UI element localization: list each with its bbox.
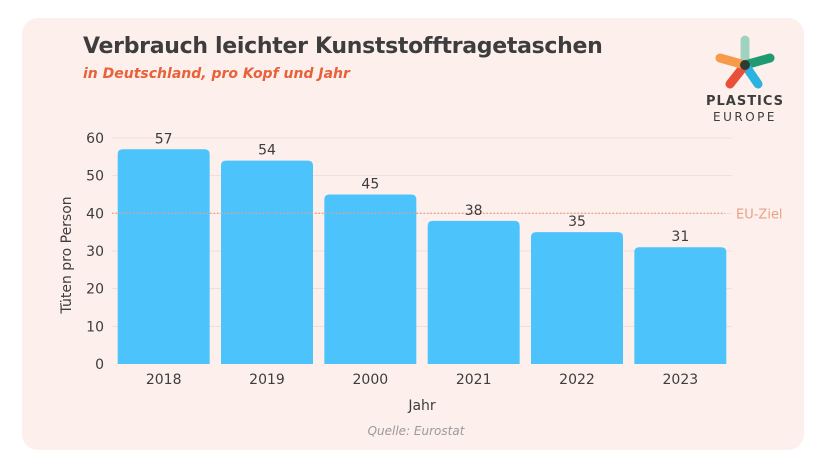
reference-line-label: EU-Ziel bbox=[736, 207, 783, 222]
bar bbox=[634, 247, 727, 364]
logo-text: PLASTICS bbox=[705, 94, 785, 109]
y-tick-label: 50 bbox=[86, 169, 104, 185]
x-tick-label: 2018 bbox=[146, 372, 182, 388]
bar bbox=[427, 220, 520, 364]
source-note: Quelle: Eurostat bbox=[367, 424, 465, 438]
chart-subtitle: in Deutschland, pro Kopf und Jahr bbox=[83, 66, 350, 82]
chart-title: Verbrauch leichter Kunststofftragetasche… bbox=[83, 34, 603, 59]
y-tick-label: 40 bbox=[86, 206, 104, 222]
x-tick-label: 2021 bbox=[456, 372, 492, 388]
data-label: 45 bbox=[361, 177, 379, 193]
bar bbox=[324, 194, 417, 364]
y-tick-label: 10 bbox=[86, 319, 104, 335]
data-label: 57 bbox=[155, 131, 173, 147]
x-tick-label: 2023 bbox=[663, 372, 699, 388]
star-logo-icon bbox=[715, 35, 775, 89]
y-tick-label: 30 bbox=[86, 244, 104, 260]
bar bbox=[117, 149, 210, 364]
data-label: 31 bbox=[671, 229, 689, 245]
y-tick-label: 20 bbox=[86, 282, 104, 298]
bar bbox=[221, 160, 313, 364]
logo-center bbox=[740, 60, 750, 70]
x-tick-label: 2022 bbox=[559, 372, 595, 388]
y-tick-label: 60 bbox=[86, 131, 104, 147]
logo-text: EUROPE bbox=[713, 110, 777, 124]
x-tick-label: 2019 bbox=[249, 372, 285, 388]
x-axis-label: Jahr bbox=[407, 398, 436, 414]
plastics-europe-logo: PLASTICS EUROPE bbox=[700, 34, 790, 126]
y-tick-label: 0 bbox=[95, 357, 104, 373]
y-axis-label: Tüten pro Person bbox=[59, 196, 75, 314]
data-label: 54 bbox=[258, 143, 276, 159]
data-label: 38 bbox=[465, 203, 483, 219]
bar bbox=[531, 232, 623, 364]
x-tick-label: 2000 bbox=[353, 372, 389, 388]
data-label: 35 bbox=[568, 214, 586, 230]
